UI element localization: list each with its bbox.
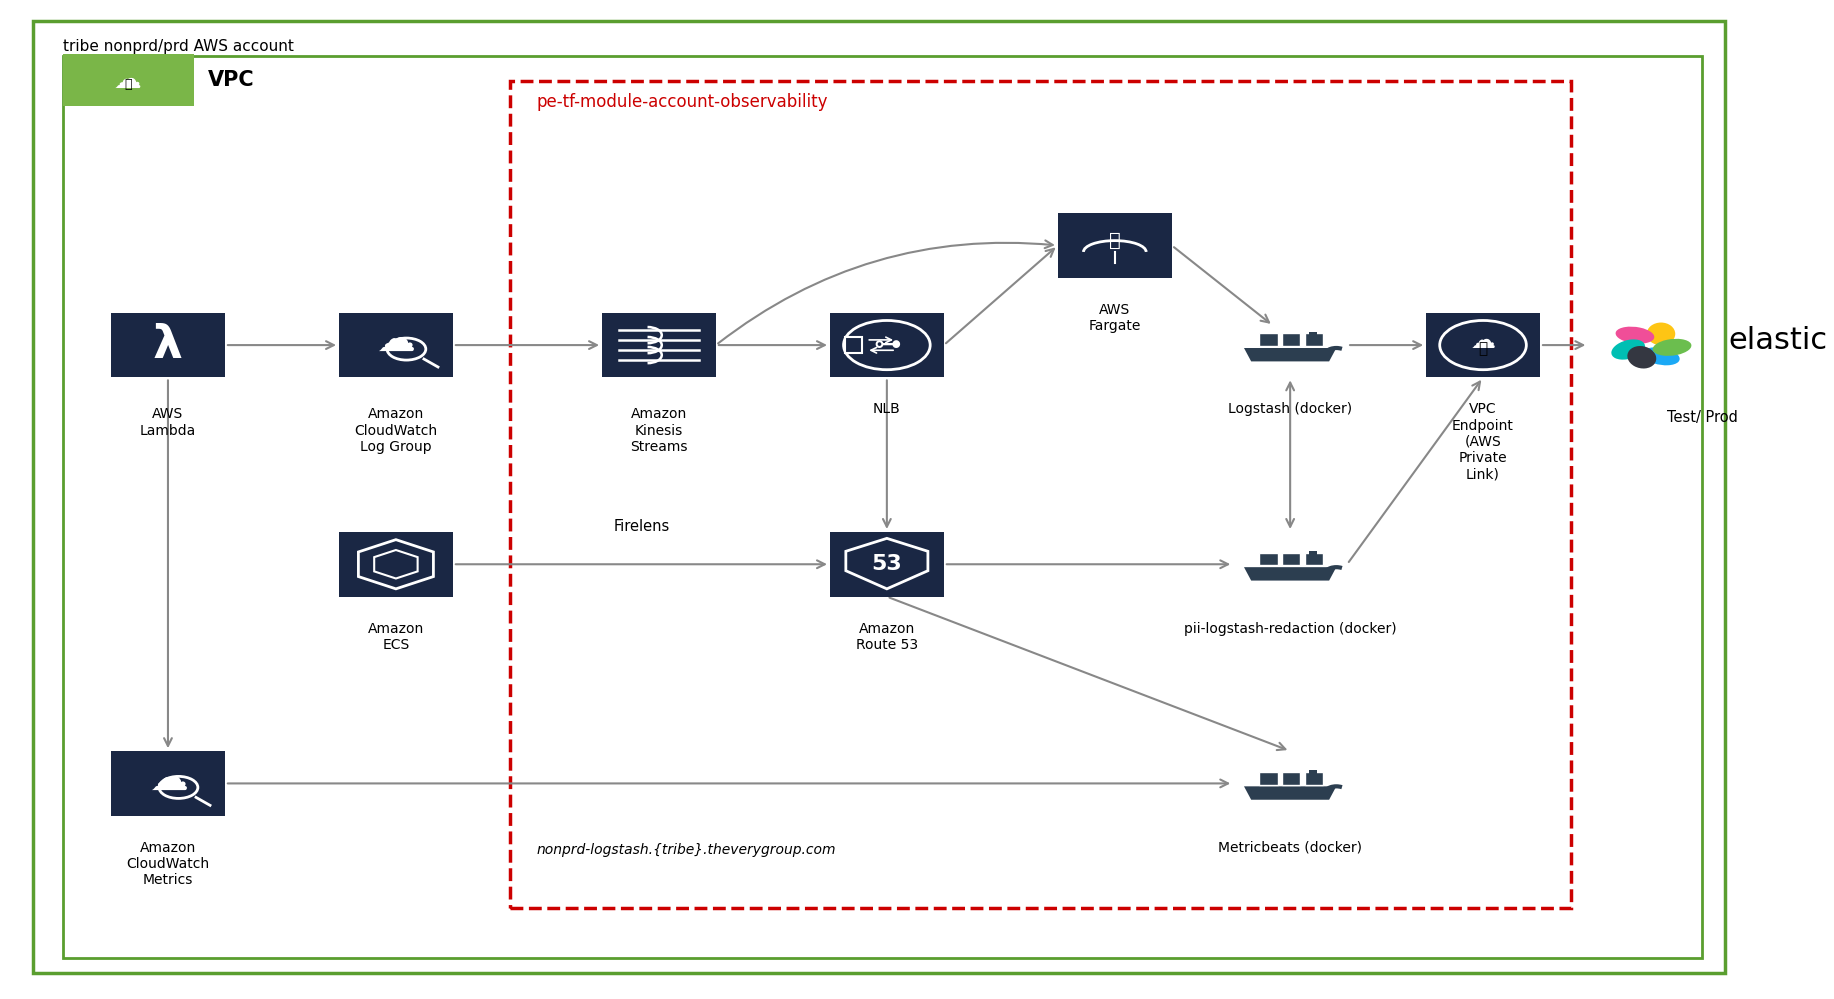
Polygon shape (1243, 786, 1337, 800)
Text: Amazon
CloudWatch
Metrics: Amazon CloudWatch Metrics (127, 841, 209, 887)
Text: λ: λ (152, 323, 183, 368)
Text: elastic: elastic (1728, 326, 1828, 355)
Polygon shape (1243, 567, 1337, 580)
Text: ☁: ☁ (149, 759, 187, 797)
FancyBboxPatch shape (1058, 213, 1172, 278)
FancyBboxPatch shape (1309, 332, 1317, 343)
FancyBboxPatch shape (62, 54, 194, 106)
Ellipse shape (1616, 327, 1654, 344)
FancyBboxPatch shape (602, 313, 715, 378)
Text: 🔒: 🔒 (125, 78, 132, 91)
FancyBboxPatch shape (1260, 772, 1278, 784)
Ellipse shape (1647, 323, 1674, 346)
Text: ☁: ☁ (114, 66, 141, 94)
Text: tribe nonprd/prd AWS account: tribe nonprd/prd AWS account (62, 39, 293, 54)
FancyBboxPatch shape (1304, 552, 1322, 565)
Text: nonprd-logstash.{tribe}.theverygroup.com: nonprd-logstash.{tribe}.theverygroup.com (536, 843, 836, 857)
Text: 🛡: 🛡 (1478, 342, 1487, 357)
Ellipse shape (1641, 348, 1680, 366)
FancyBboxPatch shape (829, 313, 945, 378)
Text: 53: 53 (871, 554, 902, 574)
FancyBboxPatch shape (1427, 313, 1541, 378)
FancyBboxPatch shape (339, 313, 453, 378)
FancyBboxPatch shape (1282, 552, 1300, 565)
Text: AWS
Lambda: AWS Lambda (139, 408, 196, 438)
Text: ⬛: ⬛ (1110, 231, 1121, 250)
Text: AWS
Fargate: AWS Fargate (1089, 303, 1141, 333)
Ellipse shape (1612, 340, 1645, 360)
Text: Amazon
Route 53: Amazon Route 53 (856, 621, 919, 651)
Polygon shape (1243, 348, 1337, 362)
Text: Logstash (docker): Logstash (docker) (1229, 403, 1352, 417)
Text: Test/ Prod: Test/ Prod (1667, 410, 1737, 425)
Ellipse shape (1627, 346, 1656, 369)
FancyBboxPatch shape (845, 338, 862, 353)
Text: ⊶: ⊶ (873, 331, 900, 359)
Text: VPC
Endpoint
(AWS
Private
Link): VPC Endpoint (AWS Private Link) (1453, 403, 1513, 482)
Text: Firelens: Firelens (613, 519, 669, 534)
FancyBboxPatch shape (112, 313, 226, 378)
FancyBboxPatch shape (1309, 770, 1317, 780)
Text: pii-logstash-redaction (docker): pii-logstash-redaction (docker) (1183, 621, 1396, 635)
FancyBboxPatch shape (829, 531, 945, 596)
Ellipse shape (1652, 339, 1691, 356)
FancyBboxPatch shape (1309, 550, 1317, 561)
Text: ☁: ☁ (1471, 330, 1495, 354)
Text: Amazon
CloudWatch
Log Group: Amazon CloudWatch Log Group (354, 408, 438, 454)
FancyBboxPatch shape (1260, 334, 1278, 347)
FancyBboxPatch shape (112, 751, 226, 816)
Text: Metricbeats (docker): Metricbeats (docker) (1218, 841, 1363, 855)
FancyBboxPatch shape (1282, 334, 1300, 347)
FancyBboxPatch shape (1260, 552, 1278, 565)
FancyBboxPatch shape (339, 531, 453, 596)
Text: ☁: ☁ (376, 321, 414, 359)
Text: pe-tf-module-account-observability: pe-tf-module-account-observability (536, 93, 827, 111)
FancyBboxPatch shape (1304, 772, 1322, 784)
FancyBboxPatch shape (33, 21, 1726, 973)
FancyBboxPatch shape (1304, 334, 1322, 347)
Text: Amazon
ECS: Amazon ECS (369, 621, 424, 651)
Text: VPC: VPC (209, 70, 255, 90)
FancyBboxPatch shape (1282, 772, 1300, 784)
Text: NLB: NLB (873, 403, 900, 417)
Text: Amazon
Kinesis
Streams: Amazon Kinesis Streams (631, 408, 688, 454)
